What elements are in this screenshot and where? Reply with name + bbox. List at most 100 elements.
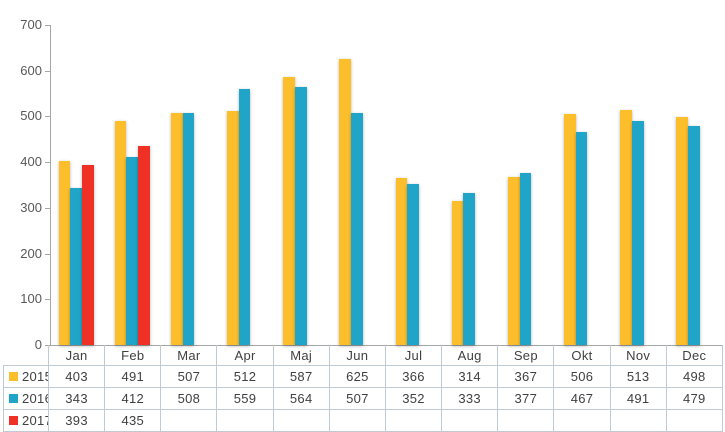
y-axis-tick [45,25,50,26]
bar-2015-jan [58,160,71,345]
table-cell-2016-jul: 352 [384,387,443,410]
bar-2016-dec [688,126,700,345]
table-cell-2015-aug: 314 [441,365,499,388]
table-cell-2015-sep: 367 [497,365,555,388]
bar-2015-nov [620,110,632,345]
table-cell-2017-apr [216,409,274,432]
bar-2015-mar [170,113,183,345]
table-cell-2016-okt: 467 [553,387,611,410]
y-axis-tick [45,345,50,346]
y-axis-tick-label: 300 [20,199,42,215]
table-header-cell-nov: Nov [609,345,667,366]
table-cell-2016-dec: 479 [665,387,723,410]
y-axis-tick [45,299,50,301]
table-cell-2017-nov [609,409,667,432]
table-cell-2016-mar: 508 [160,387,218,410]
table-cell-2015-maj: 587 [272,365,330,388]
table-cell-2017-jul [384,409,443,432]
legend-label-2017: 2017 [22,413,48,428]
y-axis-line [50,25,51,345]
legend-entry-2017: 2017 [5,413,48,428]
y-axis-tick-label: 600 [20,62,42,78]
table-cell-2017-aug [441,409,499,432]
bar-2015-apr [227,110,239,345]
legend-label-2015: 2015 [22,369,48,384]
table-cell-2017-jun [328,409,386,432]
bar-2016-jul [407,184,419,345]
bar-2016-mar [182,112,195,345]
bar-2015-dec [676,117,689,345]
bar-2016-feb [126,156,139,345]
table-row-2017: 2017393435 [3,409,723,432]
legend-entry-2015: 2015 [5,369,48,384]
y-axis-tick-label: 200 [20,245,42,261]
chart-data-table: JanFebMarAprMajJunJulAugSepOktNovDec2015… [3,345,723,432]
table-cell-2015-apr: 512 [216,365,274,388]
table-cell-2015-dec: 498 [665,365,723,388]
table-header-row: Jan Feb Mar Apr Maj Jun Jul Aug Sep Okt Nov Dec [4,345,723,366]
table-header-cell-apr: Apr [216,345,274,366]
table-header-cell-mar: Mar [160,345,218,366]
table-cell-2017-maj [272,409,330,432]
table-cell-2015-feb: 491 [104,365,162,388]
table-cell-2016-jan: 343 [47,387,106,410]
legend-label-2016: 2016 [22,391,48,406]
bar-2016-okt [575,131,588,345]
table-cell-2015-jul: 366 [384,365,443,388]
bar-2015-feb [114,120,127,345]
table-corner-cell [4,345,49,366]
bar-2015-jul [395,177,408,345]
bar-2015-sep [507,177,520,345]
table-cell-2016-jun: 507 [328,387,386,410]
legend-color-swatch-2017 [9,416,18,425]
bar-2016-jan [70,188,82,345]
table-cell-2017-sep [497,409,555,432]
y-axis-tick [45,207,50,209]
bar-2016-nov [631,120,644,345]
table-header-cell-jul: Jul [384,345,443,366]
bar-2016-sep [519,172,532,345]
legend-color-swatch-2015 [9,372,18,381]
table-cell-2016-maj: 564 [272,387,330,410]
table-cell-2016-feb: 412 [104,387,162,410]
table-header-cell-sep: Sep [497,345,555,366]
y-axis-tick [45,116,50,118]
table-cell-2017-dec [665,409,723,432]
bar-2015-jun [339,59,352,345]
table-header-cell-dec: Dec [665,345,723,366]
table-cell-2015-mar: 507 [160,365,218,388]
bar-2015-aug [451,201,464,345]
legend-cell-2017: 2017 [3,409,49,432]
y-axis-tick-label: 0 [34,337,42,352]
y-axis-tick [45,162,50,164]
table-header-cell-jun: Jun [328,345,386,366]
bar-2016-jun [351,113,363,345]
table-row-2015: 2015403491507512587625366314367506513498 [3,365,723,388]
legend-cell-2016: 2016 [3,387,49,410]
table-cell-2015-jan: 403 [47,365,106,388]
legend-entry-2016: 2016 [5,391,48,406]
table-cell-2016-sep: 377 [497,387,555,410]
table-cell-2016-aug: 333 [441,387,499,410]
y-axis-tick-label: 400 [20,154,42,170]
legend-cell-2015: 2015 [3,365,49,388]
bar-2015-okt [564,113,576,345]
table-header-cell-feb: Feb [104,345,162,366]
bar-2016-aug [463,192,476,345]
table-header-cell-aug: Aug [441,345,499,366]
table-cell-2016-apr: 559 [216,387,274,410]
table-cell-2017-jan: 393 [47,409,106,432]
y-axis-tick-label: 500 [20,108,42,124]
table-cell-2016-nov: 491 [609,387,667,410]
table-cell-2017-mar [160,409,218,432]
bar-2017-feb [138,146,150,345]
y-axis-tick [45,70,50,72]
table-cell-2015-jun: 625 [328,365,386,388]
bar-2015-maj [283,76,295,345]
table-cell-2015-okt: 506 [553,365,611,388]
table-cell-2015-nov: 513 [609,365,667,388]
y-axis-tick-label: 700 [20,17,42,32]
table-header-cell-jan: Jan [47,345,106,366]
table-header-cell-okt: Okt [553,345,611,366]
